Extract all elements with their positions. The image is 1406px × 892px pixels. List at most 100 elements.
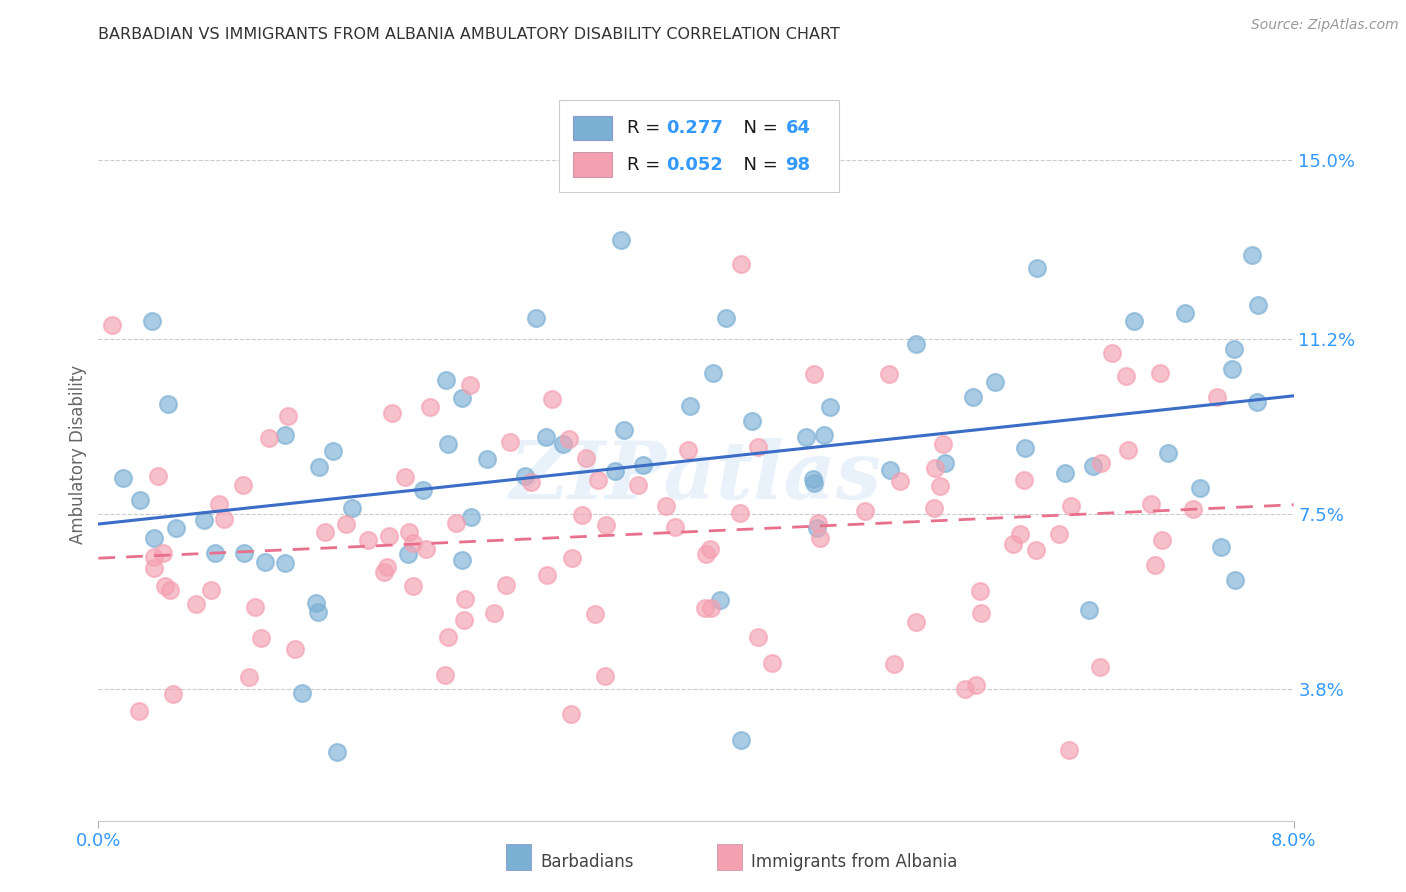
Point <box>274 557 297 571</box>
Point <box>1182 502 1205 516</box>
Point <box>335 516 357 531</box>
Point <box>877 367 900 381</box>
Point <box>693 601 716 615</box>
Point <box>398 525 420 540</box>
Point <box>889 475 911 489</box>
Point <box>495 578 517 592</box>
Point <box>627 478 650 492</box>
Text: Source: ZipAtlas.com: Source: ZipAtlas.com <box>1251 18 1399 32</box>
Point <box>695 547 717 561</box>
Point <box>1122 314 1144 328</box>
Point <box>156 397 179 411</box>
Point <box>905 337 928 351</box>
Point <box>200 583 222 598</box>
Point <box>142 532 165 546</box>
Point <box>965 678 987 692</box>
Point <box>571 508 593 522</box>
Point <box>1140 497 1163 511</box>
Point <box>932 436 955 450</box>
Point <box>1002 537 1025 551</box>
Point <box>519 475 541 489</box>
Point <box>730 506 752 520</box>
Point <box>322 444 344 458</box>
Point <box>1246 298 1268 312</box>
Point <box>983 375 1005 389</box>
Point <box>664 519 686 533</box>
Point <box>214 512 236 526</box>
Text: R =: R = <box>627 155 665 174</box>
Point <box>453 613 475 627</box>
Point <box>699 541 721 556</box>
FancyBboxPatch shape <box>558 100 839 192</box>
Point <box>1241 248 1264 262</box>
Point <box>709 593 731 607</box>
Point <box>460 510 482 524</box>
Point <box>1088 660 1111 674</box>
Point <box>904 615 927 630</box>
Point <box>186 597 208 611</box>
Point <box>1157 446 1180 460</box>
Text: ZIPatlas: ZIPatlas <box>510 438 882 516</box>
Point <box>142 550 165 565</box>
Point <box>1090 457 1112 471</box>
Point <box>934 456 956 470</box>
Point <box>274 428 297 442</box>
Point <box>1144 558 1167 572</box>
Point <box>970 606 993 620</box>
Point <box>307 605 329 619</box>
Point <box>314 524 336 539</box>
Point <box>929 479 952 493</box>
Point <box>305 596 328 610</box>
Point <box>243 599 266 614</box>
Point <box>1010 526 1032 541</box>
Point <box>477 452 499 467</box>
Text: 0.277: 0.277 <box>666 119 723 137</box>
Point <box>1222 342 1246 356</box>
Point <box>1047 527 1070 541</box>
Point <box>586 473 609 487</box>
Point <box>277 409 299 424</box>
Point <box>1025 260 1047 275</box>
Point <box>1012 473 1035 487</box>
Point <box>561 550 583 565</box>
Point <box>595 518 617 533</box>
Point <box>593 669 616 683</box>
FancyBboxPatch shape <box>572 153 613 177</box>
Text: R =: R = <box>627 119 665 137</box>
Point <box>807 516 830 530</box>
Point <box>434 668 457 682</box>
Point <box>801 472 824 486</box>
Point <box>232 478 254 492</box>
Point <box>111 471 134 485</box>
Point <box>451 552 474 566</box>
Point <box>1025 543 1047 558</box>
Point <box>806 521 828 535</box>
Point <box>356 533 378 548</box>
Point <box>204 546 226 560</box>
Point <box>1115 369 1137 384</box>
Point <box>747 630 769 644</box>
Point <box>803 368 825 382</box>
Point <box>453 592 475 607</box>
Point <box>233 546 256 560</box>
Point <box>436 373 458 387</box>
Point <box>603 464 626 478</box>
Point <box>1077 603 1099 617</box>
Point <box>128 704 150 718</box>
Point <box>1150 533 1173 548</box>
Text: N =: N = <box>733 119 783 137</box>
Text: 64: 64 <box>786 119 811 137</box>
Point <box>284 642 307 657</box>
Point <box>446 516 468 530</box>
Text: N =: N = <box>733 155 783 174</box>
Point <box>373 566 395 580</box>
Point <box>534 429 557 443</box>
Point <box>238 670 260 684</box>
Point <box>922 500 945 515</box>
Point <box>730 257 752 271</box>
Point <box>540 392 562 406</box>
Point <box>146 468 169 483</box>
Point <box>969 583 991 598</box>
Text: 98: 98 <box>786 155 811 174</box>
Point <box>633 458 655 472</box>
